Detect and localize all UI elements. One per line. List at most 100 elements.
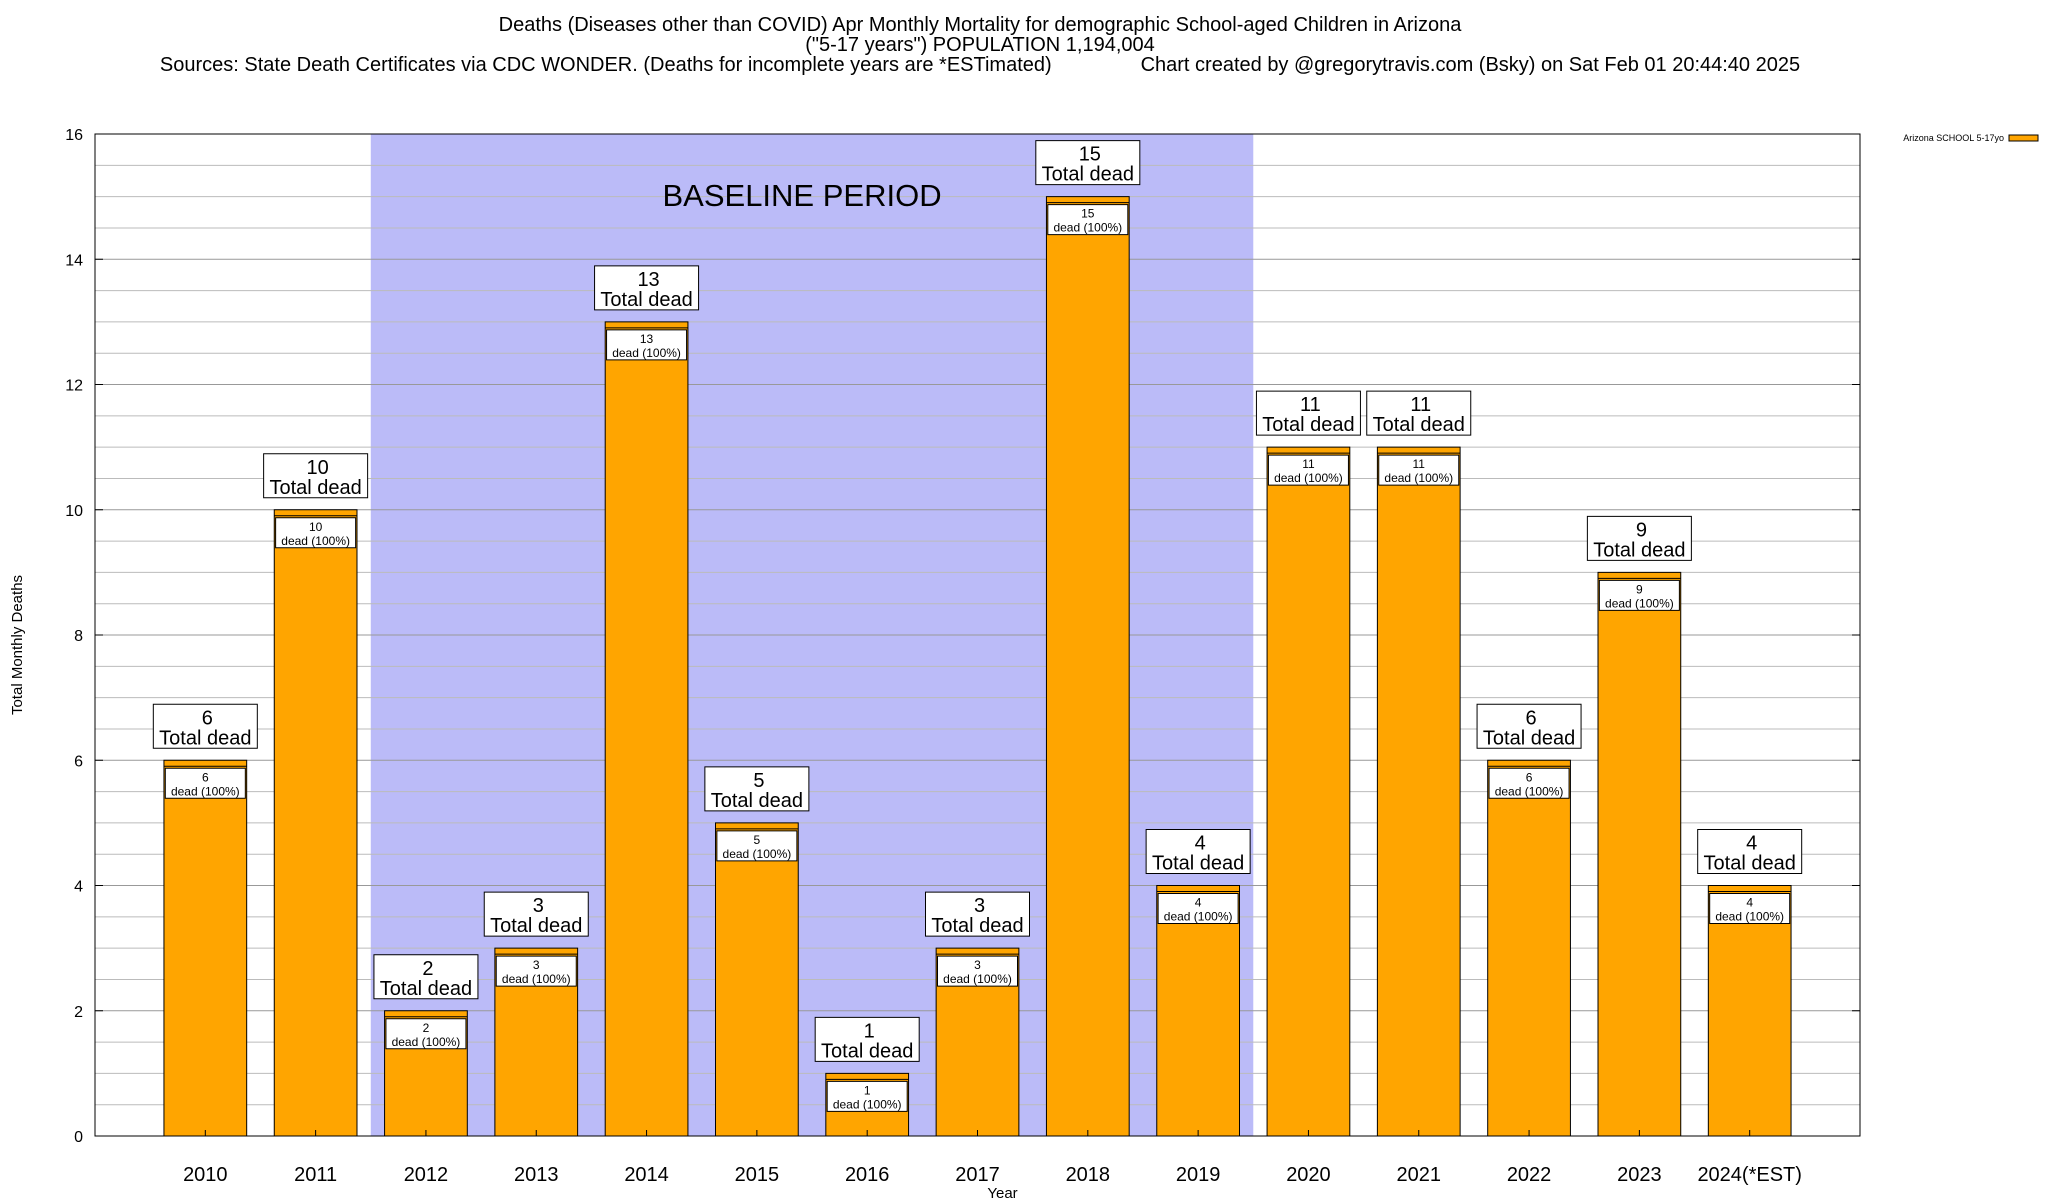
bar-inner-percent-label: dead (100%) [281, 534, 350, 548]
bar-total-value-label: 4 [1746, 833, 1757, 855]
bar-total-label-box [594, 265, 700, 311]
x-tick-label: 2013 [514, 1164, 559, 1186]
bar-total-suffix-label: Total dead [269, 477, 361, 499]
x-tick-label: 2023 [1617, 1164, 1662, 1186]
bar-total-value-label: 2 [422, 958, 433, 980]
bar [1266, 446, 1351, 1137]
bar-total-suffix-label: Total dead [711, 790, 803, 812]
y-tick-label: 8 [74, 628, 83, 645]
bar-inner-label-box [826, 1080, 908, 1112]
bar-total-label-box [1586, 515, 1692, 561]
y-tick-label: 6 [74, 753, 83, 770]
bar-inner-label-box [1598, 579, 1680, 611]
bar-total-suffix-label: Total dead [931, 915, 1023, 937]
bar-total-label-box [704, 766, 810, 812]
bar-inner-value-label: 15 [1081, 207, 1095, 221]
bar-total-label-box [925, 891, 1030, 937]
bar-inner-value-label: 10 [309, 520, 323, 534]
chart-title: Deaths (Diseases other than COVID) Apr M… [498, 14, 1462, 36]
y-tick-label: 2 [74, 1004, 83, 1021]
bar [1045, 196, 1130, 1137]
x-tick-label: 2012 [404, 1164, 449, 1186]
y-tick-label: 10 [65, 503, 83, 520]
bar-inner-label-box [1378, 454, 1460, 486]
x-tick-label: 2021 [1397, 1164, 1442, 1186]
bar-total-suffix-label: Total dead [1152, 853, 1244, 875]
bar-total-label-box [814, 1016, 920, 1062]
x-tick-label: 2022 [1507, 1164, 1552, 1186]
bar-inner-value-label: 1 [864, 1083, 871, 1097]
x-tick-label: 2024(*EST) [1697, 1164, 1802, 1186]
bar-inner-label-box [606, 329, 688, 361]
bar-total-suffix-label: Total dead [159, 727, 251, 749]
bar-inner-percent-label: dead (100%) [1715, 910, 1784, 924]
bar-inner-value-label: 9 [1636, 582, 1643, 596]
bar-total-label-box [1255, 390, 1361, 436]
bar [163, 759, 248, 1137]
bar-inner-percent-label: dead (100%) [1053, 221, 1122, 235]
legend-swatch [2008, 134, 2039, 142]
y-tick-label: 12 [65, 378, 83, 395]
bar-inner-label-box [1047, 204, 1129, 236]
bar [1707, 885, 1792, 1137]
bar-total-label-box [263, 453, 369, 499]
bar-inner-value-label: 4 [1746, 896, 1753, 910]
bar-total-label-box [1035, 140, 1141, 186]
bar-total-suffix-label: Total dead [1483, 727, 1575, 749]
bar-total-value-label: 3 [533, 895, 544, 917]
x-tick-label: 2015 [735, 1164, 780, 1186]
bar-inner-percent-label: dead (100%) [612, 346, 681, 360]
bar [1156, 885, 1240, 1137]
bar-inner-value-label: 6 [1526, 770, 1533, 784]
bar [273, 509, 358, 1137]
bar-total-value-label: 9 [1636, 519, 1647, 541]
bar-total-label-box [152, 703, 258, 749]
x-axis-title: Year [987, 1185, 1017, 1200]
bar-inner-value-label: 3 [533, 958, 540, 972]
bar-total-suffix-label: Total dead [380, 978, 472, 1000]
baseline-period-label: BASELINE PERIOD [662, 178, 941, 213]
bar-total-suffix-label: Total dead [821, 1040, 913, 1062]
bar-inner-label-box [937, 955, 1018, 987]
bar-inner-percent-label: dead (100%) [1164, 910, 1233, 924]
legend-label: Arizona SCHOOL 5-17yo [1903, 133, 2004, 143]
y-tick-label: 16 [65, 127, 83, 144]
bar-inner-percent-label: dead (100%) [833, 1097, 902, 1111]
bar-total-value-label: 15 [1079, 144, 1101, 166]
bar-total-suffix-label: Total dead [1042, 164, 1134, 186]
bar-inner-value-label: 5 [754, 833, 761, 847]
bar-inner-percent-label: dead (100%) [1274, 471, 1343, 485]
x-tick-label: 2016 [845, 1164, 890, 1186]
bar-inner-percent-label: dead (100%) [943, 972, 1012, 986]
bar-inner-value-label: 4 [1195, 896, 1202, 910]
bar-inner-value-label: 13 [640, 332, 654, 346]
y-axis-title: Total Monthly Deaths [9, 575, 26, 715]
bar-inner-label-box [1709, 893, 1791, 924]
bar-total-value-label: 11 [1410, 394, 1431, 416]
bar-total-suffix-label: Total dead [1262, 414, 1354, 436]
chart-source-line: Sources: State Death Certificates via CD… [159, 54, 1801, 76]
bar-inner-percent-label: dead (100%) [171, 784, 240, 798]
bar-total-value-label: 5 [753, 770, 764, 792]
bar-inner-label-box [385, 1018, 467, 1050]
bar-inner-value-label: 11 [1413, 457, 1426, 471]
bar-total-label-box [1145, 829, 1251, 874]
bar [1487, 759, 1571, 1137]
bar-total-label-box [1366, 390, 1472, 436]
bar-inner-label-box [1488, 767, 1570, 799]
bar-total-suffix-label: Total dead [1593, 539, 1685, 561]
bar-inner-value-label: 6 [202, 770, 209, 784]
bar-total-label-box [1697, 829, 1803, 874]
bar-total-label-box [373, 954, 479, 1000]
bar-inner-label-box [164, 767, 246, 799]
bar-total-suffix-label: Total dead [600, 289, 692, 311]
x-tick-label: 2018 [1066, 1164, 1111, 1186]
bar-inner-percent-label: dead (100%) [1384, 471, 1453, 485]
bar [715, 822, 799, 1137]
bar-total-value-label: 4 [1195, 833, 1206, 855]
bar-total-value-label: 13 [637, 269, 659, 291]
bar-total-value-label: 6 [202, 707, 213, 729]
bar-total-suffix-label: Total dead [1704, 853, 1796, 875]
bar-total-value-label: 1 [864, 1020, 875, 1042]
